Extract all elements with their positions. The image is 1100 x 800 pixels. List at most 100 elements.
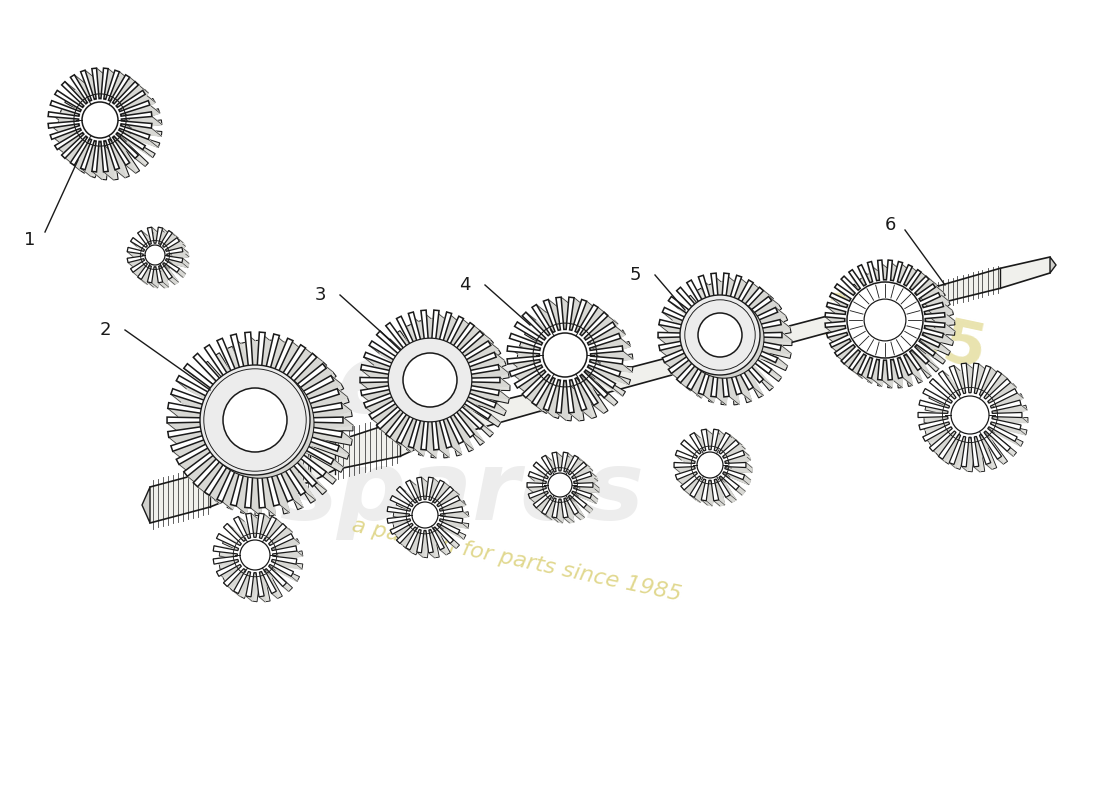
Polygon shape (362, 389, 410, 403)
Polygon shape (739, 352, 773, 387)
Polygon shape (569, 474, 575, 480)
Polygon shape (974, 437, 980, 472)
Polygon shape (360, 310, 500, 450)
Polygon shape (55, 130, 90, 154)
Polygon shape (262, 519, 283, 543)
Polygon shape (154, 266, 161, 272)
Polygon shape (433, 528, 447, 555)
Polygon shape (551, 474, 557, 479)
Polygon shape (725, 462, 732, 467)
Polygon shape (989, 393, 1023, 408)
Polygon shape (669, 301, 707, 330)
Polygon shape (925, 389, 956, 411)
Polygon shape (925, 327, 954, 342)
Polygon shape (187, 441, 233, 484)
Polygon shape (238, 559, 244, 566)
Polygon shape (572, 477, 579, 483)
Polygon shape (723, 444, 745, 462)
Polygon shape (581, 335, 592, 344)
Polygon shape (440, 510, 446, 516)
Polygon shape (166, 250, 173, 256)
Polygon shape (991, 393, 1023, 412)
Polygon shape (588, 344, 598, 353)
Polygon shape (548, 492, 553, 497)
Polygon shape (144, 250, 150, 255)
Polygon shape (85, 70, 101, 108)
Polygon shape (711, 274, 725, 318)
Polygon shape (548, 491, 553, 497)
Polygon shape (546, 486, 552, 493)
Polygon shape (560, 471, 566, 476)
Polygon shape (992, 412, 998, 418)
Polygon shape (829, 297, 857, 314)
Polygon shape (564, 498, 574, 522)
Polygon shape (182, 247, 189, 257)
Polygon shape (681, 352, 711, 390)
Polygon shape (104, 69, 118, 107)
Polygon shape (425, 499, 432, 505)
Polygon shape (905, 270, 927, 293)
Polygon shape (439, 520, 446, 526)
Polygon shape (441, 316, 469, 359)
Polygon shape (128, 252, 150, 259)
Polygon shape (231, 335, 258, 391)
Polygon shape (52, 101, 89, 122)
Polygon shape (104, 141, 125, 178)
Polygon shape (724, 473, 729, 478)
Polygon shape (681, 444, 703, 462)
Polygon shape (702, 430, 712, 455)
Polygon shape (278, 354, 322, 398)
Polygon shape (112, 138, 135, 174)
Circle shape (240, 540, 270, 570)
Polygon shape (411, 523, 418, 529)
Polygon shape (587, 366, 598, 375)
Polygon shape (988, 428, 994, 434)
Polygon shape (461, 377, 510, 386)
Polygon shape (113, 78, 140, 111)
Polygon shape (546, 455, 560, 477)
Polygon shape (390, 520, 416, 535)
Polygon shape (548, 374, 559, 383)
Polygon shape (79, 124, 89, 133)
Polygon shape (163, 262, 170, 268)
Polygon shape (238, 554, 243, 560)
Polygon shape (701, 477, 707, 482)
Polygon shape (534, 466, 554, 482)
Polygon shape (979, 435, 992, 470)
Polygon shape (370, 346, 412, 374)
Polygon shape (984, 432, 991, 438)
Polygon shape (585, 326, 626, 348)
Polygon shape (527, 452, 593, 518)
Polygon shape (911, 350, 939, 369)
Polygon shape (696, 473, 703, 478)
Polygon shape (554, 498, 561, 503)
Polygon shape (104, 99, 116, 107)
Polygon shape (916, 346, 945, 361)
Polygon shape (726, 495, 736, 502)
Polygon shape (460, 365, 508, 379)
Circle shape (145, 245, 165, 265)
Polygon shape (147, 282, 157, 288)
Polygon shape (724, 450, 749, 463)
Polygon shape (144, 259, 151, 266)
Polygon shape (51, 129, 90, 143)
Polygon shape (537, 305, 560, 342)
Polygon shape (725, 462, 732, 469)
Polygon shape (223, 566, 246, 588)
Polygon shape (534, 504, 542, 513)
Polygon shape (231, 335, 253, 393)
Polygon shape (90, 139, 101, 147)
Polygon shape (574, 512, 584, 520)
Polygon shape (548, 299, 565, 339)
Polygon shape (742, 348, 788, 366)
Polygon shape (593, 482, 598, 492)
Polygon shape (920, 293, 948, 308)
Polygon shape (158, 244, 165, 249)
Polygon shape (700, 454, 706, 459)
Polygon shape (241, 544, 248, 550)
Polygon shape (992, 418, 1026, 435)
Polygon shape (554, 331, 565, 340)
Polygon shape (571, 330, 582, 338)
Polygon shape (886, 260, 898, 288)
Polygon shape (572, 466, 593, 482)
